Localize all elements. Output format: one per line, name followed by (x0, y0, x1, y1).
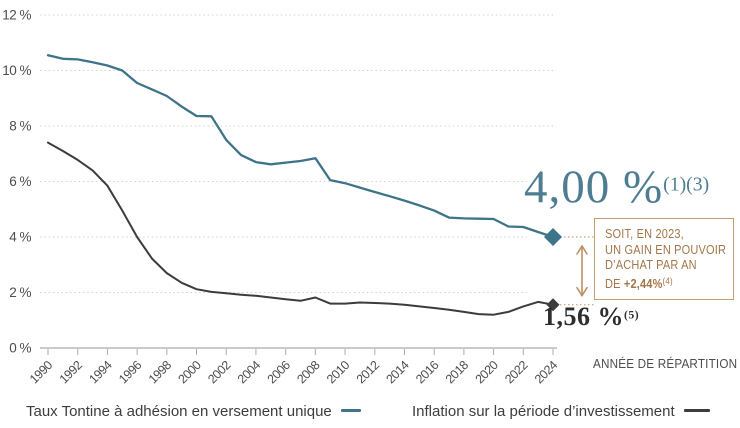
x-axis: 1990 1992 1994 1996 1998 2000 2002 2004 2006 2008… (27, 347, 561, 387)
gain-footnote-ref: (4) (662, 275, 673, 286)
inflation-footnote-ref: (5) (624, 308, 640, 322)
x-tick-label: 2022 (502, 358, 531, 387)
legend-label: Taux Tontine à adhésion en versement uni… (26, 403, 332, 420)
y-tick-label: 6 % (9, 174, 31, 189)
tontine-footnote-refs: (1)(3) (663, 173, 710, 196)
x-tick-label: 2012 (354, 358, 383, 387)
series-lines (46, 54, 562, 316)
inflation-end-diamond (546, 298, 560, 312)
gridlines: 0 % 2 % 4 % 6 % 8 % 10 % 12 % (2, 8, 553, 356)
gain-line-2: un gain en pouvoir (605, 242, 727, 257)
legend-line-swatch (340, 409, 361, 412)
inflation-final-value-text: 1,56 % (543, 302, 624, 331)
x-tick-label: 1996 (116, 358, 145, 387)
x-tick-label: 2018 (443, 358, 472, 387)
inflation-final-value: 1,56 %(5) (543, 302, 639, 332)
tontine-final-value: 4,00 %(1)(3) (524, 160, 709, 214)
gap-arrow-head (576, 245, 583, 255)
tontine-end-diamond (544, 228, 562, 246)
y-tick-label: 12 % (2, 8, 31, 23)
y-tick-label: 10 % (2, 63, 31, 78)
legend-item-inflation: Inflation sur la période d’investissemen… (412, 403, 710, 420)
gap-arrow-head (576, 286, 583, 297)
gap-arrow-head (581, 245, 588, 255)
x-tick-label: 1992 (57, 358, 86, 387)
x-tick-label: 2014 (383, 358, 412, 387)
annotation-graphics (560, 236, 594, 306)
x-tick-label: 1990 (27, 358, 56, 387)
x-tick-label: 2006 (265, 358, 294, 387)
x-tick-label: 1994 (86, 358, 115, 387)
x-tick-label: 2016 (413, 358, 442, 387)
tontine-final-value-text: 4,00 % (524, 161, 664, 213)
legend-line-swatch (683, 409, 710, 412)
gain-line-4: de +2,44%(4) (605, 275, 673, 291)
x-tick-label: 2024 (532, 358, 561, 387)
x-tick-label: 2002 (205, 358, 234, 387)
inflation-line (47, 141, 554, 316)
y-tick-label: 8 % (9, 119, 31, 134)
purchasing-power-gain-callout: Soit, en 2023, un gain en pouvoir d’acha… (594, 218, 734, 300)
gap-arrow-head (581, 286, 588, 297)
gain-line-1: Soit, en 2023, (605, 227, 684, 241)
legend-item-tontine: Taux Tontine à adhésion en versement uni… (26, 403, 361, 420)
y-tick-label: 4 % (9, 230, 31, 245)
gain-value: +2,44% (623, 276, 663, 291)
gain-line-3: d’achat par an (605, 258, 697, 272)
x-tick-label: 2020 (473, 358, 502, 387)
x-tick-label: 2010 (324, 358, 353, 387)
tontine-line (46, 54, 555, 239)
x-axis-title: ANNÉE DE RÉPARTITION (592, 356, 737, 371)
legend-label: Inflation sur la période d’investissemen… (412, 403, 675, 420)
x-tick-label: 2000 (175, 358, 204, 387)
x-tick-label: 1998 (146, 358, 175, 387)
y-tick-label: 2 % (9, 285, 31, 300)
x-tick-label: 2008 (294, 358, 323, 387)
x-tick-label: 2004 (235, 358, 264, 387)
chart-legend: Taux Tontine à adhésion en versement uni… (0, 403, 740, 425)
y-tick-label: 0 % (9, 341, 31, 356)
